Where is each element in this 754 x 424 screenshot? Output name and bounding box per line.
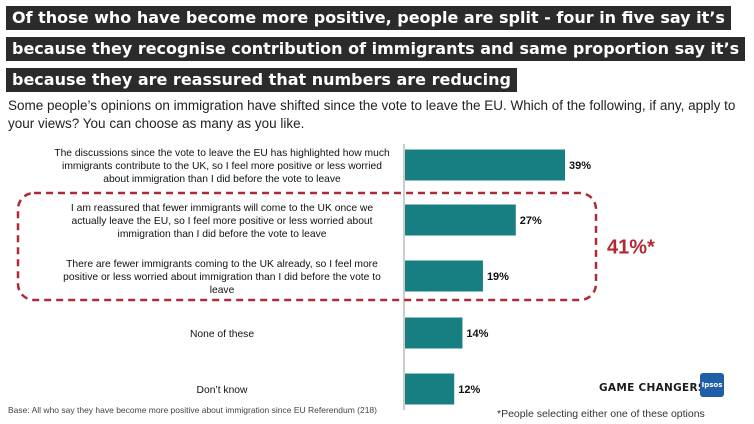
logo-text: Ipsos bbox=[701, 381, 723, 389]
category-label-2-line-2: leave bbox=[210, 285, 235, 296]
value-label-0: 39% bbox=[569, 160, 591, 172]
footnote: *People selecting either one of these op… bbox=[497, 408, 705, 420]
category-label-2-line-1: positive or less worried about immigrati… bbox=[63, 272, 381, 283]
value-label-4: 12% bbox=[458, 384, 480, 396]
title-line-2: because they recognise contribution of i… bbox=[6, 37, 746, 61]
category-label-4-line-0: Don’t know bbox=[197, 385, 249, 396]
bar-4 bbox=[405, 373, 455, 405]
bar-2 bbox=[405, 260, 483, 292]
title-line-1: Of those who have become more positive, … bbox=[6, 6, 731, 30]
title-line-3: because they are reassured that numbers … bbox=[6, 68, 517, 92]
category-label-0-line-1: immigrants contribute to the UK, so I fe… bbox=[62, 161, 382, 172]
category-label-0-line-0: The discussions since the vote to leave … bbox=[54, 148, 390, 159]
bar-0 bbox=[405, 149, 565, 181]
ipsos-logo: Ipsos bbox=[700, 373, 724, 397]
value-label-3: 14% bbox=[466, 328, 488, 340]
bar-3 bbox=[405, 317, 463, 349]
brand-label: GAME CHANGERS bbox=[599, 382, 706, 394]
category-label-3-line-0: None of these bbox=[190, 329, 254, 340]
category-label-1-line-0: I am reassured that fewer immigrants wil… bbox=[71, 203, 373, 214]
highlight-combined-label: 41%* bbox=[607, 237, 655, 259]
category-label-1-line-1: actually leave the EU, so I feel more po… bbox=[71, 216, 372, 227]
value-label-1: 27% bbox=[520, 215, 542, 227]
category-label-0-line-2: about immigration than I did before the … bbox=[103, 174, 341, 185]
category-label-2-line-0: There are fewer immigrants coming to the… bbox=[66, 259, 378, 270]
base-note: Base: All who say they have become more … bbox=[8, 405, 377, 415]
category-label-1-line-2: immigration than I did before the vote t… bbox=[118, 229, 327, 240]
question-subtitle: Some people’s opinions on immigration ha… bbox=[8, 98, 736, 131]
value-label-2: 19% bbox=[487, 271, 509, 283]
bar-1 bbox=[405, 204, 516, 236]
